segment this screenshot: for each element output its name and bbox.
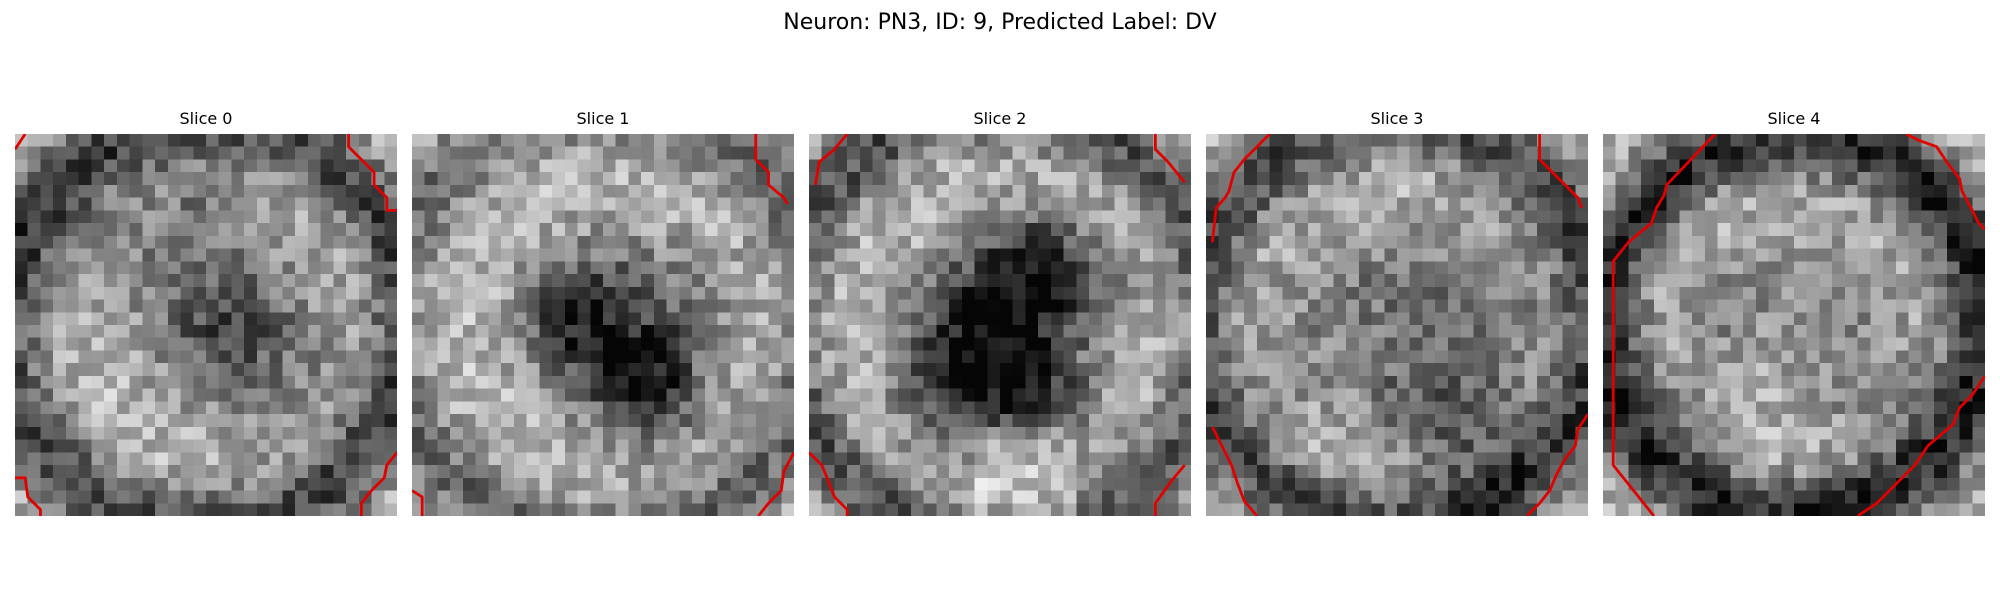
slice-title-4: Slice 4	[1767, 109, 1821, 128]
contour-line	[754, 134, 789, 205]
contour-line	[1211, 426, 1259, 516]
contour-line	[15, 476, 42, 516]
slice-panel-1: Slice 1	[412, 108, 794, 516]
slice-image-3	[1206, 134, 1588, 516]
contour-line	[809, 451, 849, 516]
pixel-grid	[412, 134, 794, 516]
contour-line	[757, 451, 794, 516]
contour-line	[1905, 134, 1985, 231]
contour-line	[359, 451, 397, 516]
contour-line	[1525, 413, 1588, 516]
contour-line	[1856, 375, 1985, 516]
slice-title-3: Slice 3	[1370, 109, 1424, 128]
slice-title-0: Slice 0	[179, 109, 233, 128]
slice-title-2: Slice 2	[973, 109, 1027, 128]
contour-line	[347, 134, 397, 212]
pixel-grid	[1603, 134, 1985, 516]
contour-line	[15, 134, 27, 151]
slice-title-1: Slice 1	[576, 109, 630, 128]
contour-line	[1153, 464, 1186, 516]
contour-line	[1153, 134, 1186, 184]
contour-line	[412, 489, 424, 516]
slice-panel-0: Slice 0	[15, 108, 397, 516]
pixel-grid	[809, 134, 1191, 516]
slice-panel-2: Slice 2	[809, 108, 1191, 516]
pixel-grid	[15, 134, 397, 516]
slice-panel-3: Slice 3	[1206, 108, 1588, 516]
slice-image-4	[1603, 134, 1985, 516]
pixel-grid	[1206, 134, 1588, 516]
contour-line	[813, 134, 849, 186]
slice-image-1	[412, 134, 794, 516]
contour-line	[1611, 134, 1717, 516]
slice-image-0	[15, 134, 397, 516]
slice-panel-4: Slice 4	[1603, 108, 1985, 516]
contour-line	[1210, 134, 1271, 243]
contour-line	[1538, 134, 1583, 209]
slice-image-2	[809, 134, 1191, 516]
figure-title: Neuron: PN3, ID: 9, Predicted Label: DV	[783, 10, 1217, 35]
